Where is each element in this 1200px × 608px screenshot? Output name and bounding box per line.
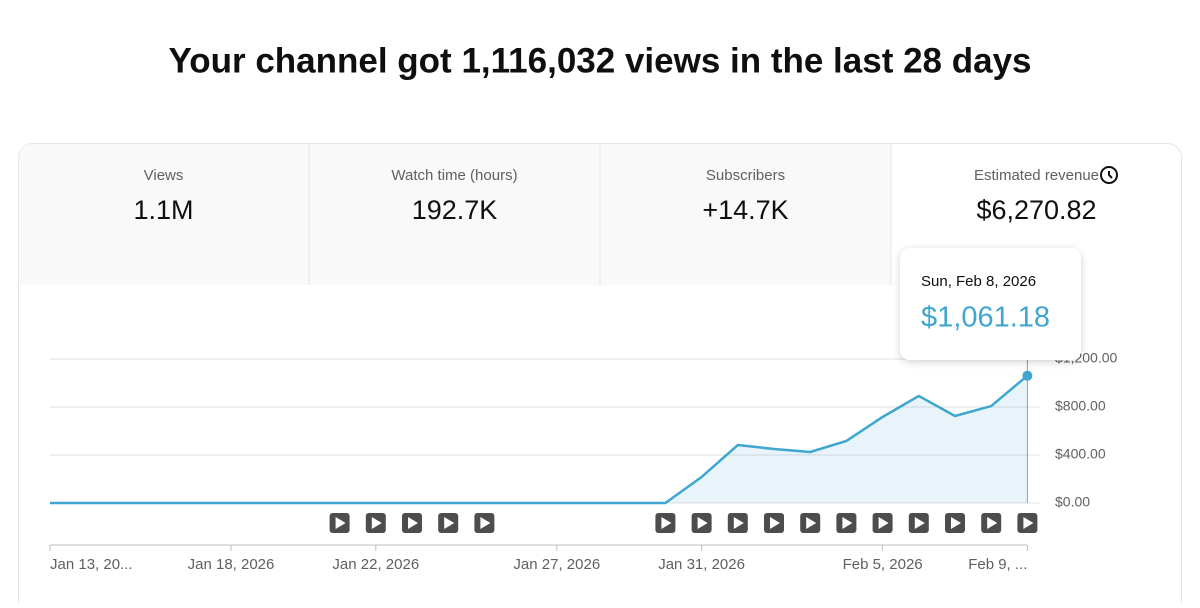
metric-label[interactable]: Watch time (hours) xyxy=(391,167,517,184)
x-tick-label: Feb 9, ... xyxy=(968,556,1027,573)
video-marker[interactable] xyxy=(981,513,1002,533)
video-marker[interactable] xyxy=(800,513,821,533)
video-marker[interactable] xyxy=(945,513,965,533)
video-marker[interactable] xyxy=(365,513,386,533)
tooltip xyxy=(900,248,1081,360)
tooltip-date: Sun, Feb 8, 2026 xyxy=(921,273,1036,290)
video-marker[interactable] xyxy=(764,513,784,533)
tabs-bg xyxy=(19,144,891,285)
y-tick-label: $800.00 xyxy=(1055,398,1106,414)
x-tick-label: Jan 27, 2026 xyxy=(513,556,600,573)
area xyxy=(50,375,1028,503)
video-marker[interactable] xyxy=(438,513,459,533)
video-marker[interactable] xyxy=(474,513,495,533)
metric-value[interactable]: +14.7K xyxy=(702,195,788,225)
video-marker[interactable] xyxy=(727,513,748,533)
x-tick-label: Feb 5, 2026 xyxy=(843,556,923,573)
tooltip-value: $1,061.18 xyxy=(921,302,1050,334)
y-tick-label: $0.00 xyxy=(1055,494,1090,510)
x-tick-label: Jan 13, 20... xyxy=(50,556,133,573)
metric-label[interactable]: Views xyxy=(144,167,184,184)
line xyxy=(50,374,1029,505)
x-tick-label: Jan 18, 2026 xyxy=(188,556,275,573)
video-marker[interactable] xyxy=(908,513,929,533)
video-marker[interactable] xyxy=(655,513,676,533)
video-marker[interactable] xyxy=(836,513,857,533)
video-marker[interactable] xyxy=(402,513,422,533)
metric-value[interactable]: 192.7K xyxy=(412,195,498,225)
video-marker[interactable] xyxy=(329,513,350,533)
video-marker[interactable] xyxy=(1017,513,1038,533)
video-marker[interactable] xyxy=(872,513,893,533)
video-marker[interactable] xyxy=(691,513,712,533)
hover-dot xyxy=(1022,370,1033,381)
metric-value[interactable]: $6,270.82 xyxy=(976,195,1096,225)
page-title: Your channel got 1,116,032 views in the … xyxy=(168,41,1031,80)
clock-icon xyxy=(1100,166,1118,184)
metric-label[interactable]: Estimated revenue xyxy=(974,167,1099,184)
y-tick-label: $400.00 xyxy=(1055,446,1106,462)
x-tick-label: Jan 31, 2026 xyxy=(658,556,745,573)
metric-value[interactable]: 1.1M xyxy=(133,195,193,225)
metric-label[interactable]: Subscribers xyxy=(706,167,785,184)
x-tick-label: Jan 22, 2026 xyxy=(332,556,419,573)
